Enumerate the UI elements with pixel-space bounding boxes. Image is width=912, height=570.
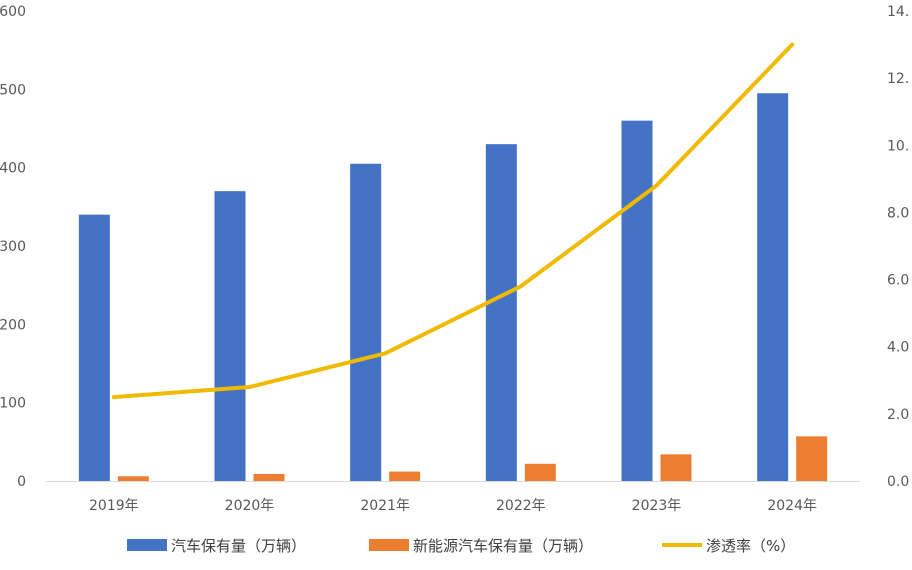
legend-label: 新能源汽车保有量（万辆） — [413, 537, 593, 555]
left-axis-tick-label: 400 — [0, 161, 26, 177]
x-axis-ticks: 2019年 2020年 2021年 2022年 2023年 2024年 — [89, 498, 817, 514]
left-axis-tick-label: 0 — [17, 474, 26, 490]
vehicle-total-bar — [350, 163, 382, 481]
legend: 汽车保有量（万辆） 新能源汽车保有量（万辆） 渗透率（%） — [127, 537, 795, 555]
left-axis-ticks: 0 100 200 300 400 500 600 — [0, 4, 26, 490]
x-axis-tick-label: 2024年 — [767, 498, 817, 514]
nev-bar — [389, 471, 421, 481]
penetration-rate-point — [790, 43, 794, 47]
left-axis-tick-label: 500 — [0, 82, 26, 98]
x-axis-tick-label: 2019年 — [89, 498, 139, 514]
right-axis-tick-label: 8.0 — [887, 205, 909, 221]
nev-bar — [117, 476, 149, 481]
right-axis-tick-label: 6.0 — [887, 273, 909, 289]
line-series — [111, 42, 795, 400]
penetration-rate-point — [112, 395, 116, 399]
right-axis-tick-label: 12. — [887, 71, 909, 87]
vehicle-total-bar — [78, 214, 110, 481]
vehicle-total-bar — [214, 191, 246, 481]
bars — [78, 93, 828, 482]
penetration-rate-line — [111, 42, 795, 400]
penetration-rate-point — [655, 184, 658, 188]
x-axis-tick-label: 2020年 — [225, 498, 275, 514]
right-axis-tick-label: 2.0 — [887, 407, 909, 423]
x-axis-tick-label: 2021年 — [360, 498, 410, 514]
penetration-rate-point — [383, 351, 387, 355]
x-axis-tick-label: 2022年 — [496, 498, 546, 514]
nev-bar — [524, 463, 556, 481]
penetration-rate-point — [519, 284, 523, 288]
left-axis-tick-label: 100 — [0, 396, 26, 412]
x-axis-tick-label: 2023年 — [632, 498, 682, 514]
left-axis-tick-label: 200 — [0, 317, 26, 333]
right-axis-tick-label: 4.0 — [887, 340, 909, 356]
left-axis-tick-label: 600 — [0, 4, 26, 20]
vehicle-total-bar — [485, 144, 517, 481]
legend-label: 渗透率（%） — [706, 537, 795, 555]
vehicle-total-bar — [621, 120, 653, 482]
right-axis-tick-label: 0.0 — [887, 474, 909, 490]
penetration-rate-point — [248, 385, 251, 389]
legend-label: 汽车保有量（万辆） — [171, 537, 306, 555]
legend-swatch — [369, 539, 409, 551]
right-axis-ticks: 0.0 2.0 4.0 6.0 8.0 10. 12. 14. — [887, 4, 909, 490]
nev-bar — [660, 454, 692, 481]
left-axis-tick-label: 300 — [0, 239, 26, 255]
legend-swatch — [127, 539, 167, 551]
nev-bar — [796, 436, 828, 481]
right-axis-tick-label: 14. — [887, 4, 909, 20]
vehicle-total-bar — [757, 93, 789, 481]
nev-bar — [253, 473, 285, 481]
right-axis-tick-label: 10. — [887, 138, 909, 154]
